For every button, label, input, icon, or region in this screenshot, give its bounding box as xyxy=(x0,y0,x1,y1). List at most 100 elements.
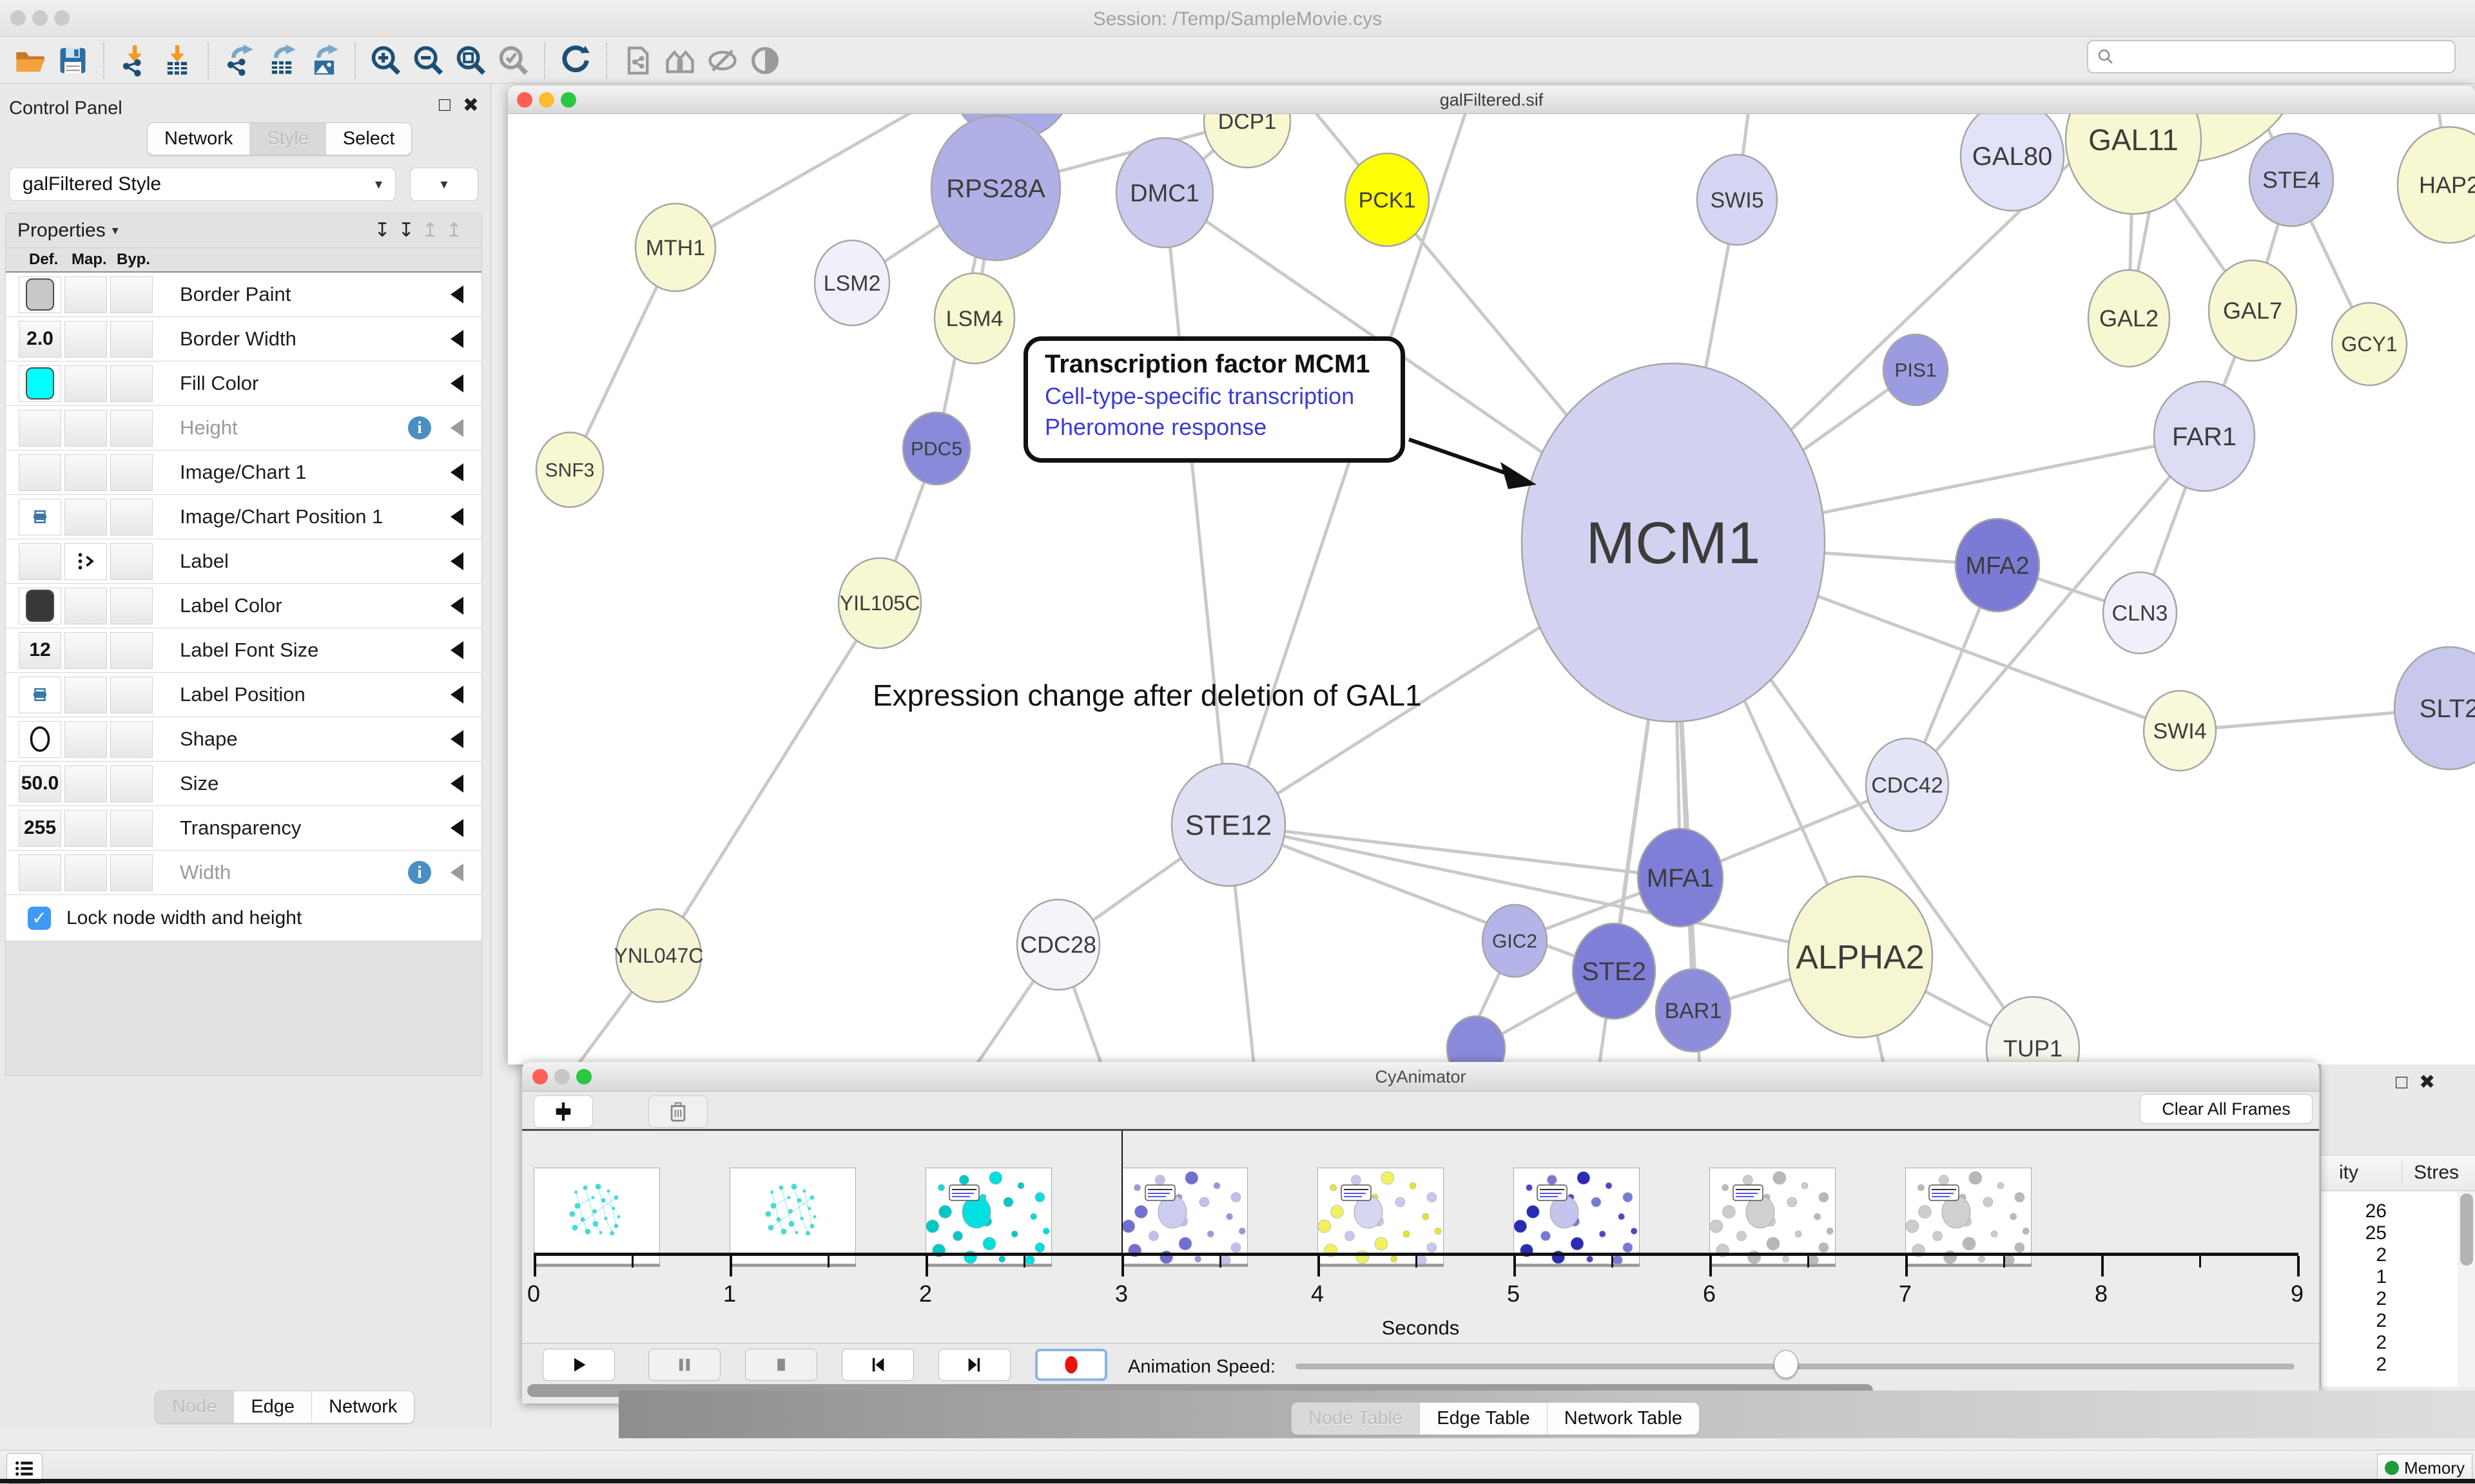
maximize-icon[interactable] xyxy=(561,92,576,108)
property-row-border-paint[interactable]: Border Paint xyxy=(6,273,481,317)
frame-thumbnail-7[interactable] xyxy=(1709,1168,1836,1264)
playhead[interactable] xyxy=(1121,1131,1123,1253)
search-input[interactable] xyxy=(2115,46,2438,67)
network-node-alpha2[interactable]: ALPHA2 xyxy=(1787,875,1934,1039)
frame-thumbnail-8[interactable] xyxy=(1905,1168,2032,1264)
bypass-cell[interactable] xyxy=(110,409,153,447)
memory-button[interactable]: Memory xyxy=(2377,1454,2472,1482)
timeline-ruler[interactable] xyxy=(534,1253,2298,1256)
network-node-ste2[interactable]: STE2 xyxy=(1571,922,1656,1020)
toolbar-hide-button[interactable] xyxy=(701,41,744,81)
scrollbar-thumb[interactable] xyxy=(2460,1193,2473,1266)
tab-network[interactable]: Network xyxy=(148,123,251,155)
tab-edge[interactable]: Edge xyxy=(234,1391,313,1423)
network-node-pdc5[interactable]: PDC5 xyxy=(902,411,971,486)
expand-row-icon[interactable] xyxy=(451,686,463,704)
properties-header[interactable]: Properties ▾ ↧↧↥↥ xyxy=(6,213,481,248)
toolbar-export-table-button[interactable] xyxy=(260,41,303,81)
network-node-gcy1[interactable]: GCY1 xyxy=(2331,302,2408,387)
network-node-mfa1[interactable]: MFA1 xyxy=(1636,827,1724,928)
expand-row-icon[interactable] xyxy=(451,463,463,481)
default-value-cell[interactable] xyxy=(19,365,61,402)
bypass-cell[interactable] xyxy=(110,320,153,358)
network-node-mth1[interactable]: MTH1 xyxy=(634,202,717,293)
minimize-icon[interactable] xyxy=(539,92,554,108)
search-field[interactable] xyxy=(2087,40,2456,73)
frame-thumbnail-3[interactable] xyxy=(926,1168,1052,1264)
tab-edge-table[interactable]: Edge Table xyxy=(1420,1403,1548,1434)
network-node-lsm2[interactable]: LSM2 xyxy=(813,239,891,327)
default-value-cell[interactable] xyxy=(19,854,61,891)
mapping-cell[interactable] xyxy=(64,276,107,313)
bypass-cell[interactable] xyxy=(110,631,153,669)
network-node-cln3[interactable]: CLN3 xyxy=(2102,571,2178,655)
network-node-far1[interactable]: FAR1 xyxy=(2153,380,2256,492)
default-value-cell[interactable] xyxy=(19,587,61,624)
network-node-yil105c[interactable]: YIL105C xyxy=(837,557,922,650)
frame-thumbnail-4[interactable] xyxy=(1121,1168,1248,1264)
network-node-tup1[interactable]: TUP1 xyxy=(1985,996,2081,1065)
network-node-slt2[interactable]: SLT2 xyxy=(2393,646,2475,771)
pause-button[interactable] xyxy=(648,1349,721,1381)
property-row-label-position[interactable]: Label Position xyxy=(6,673,481,717)
toolbar-homes-button[interactable] xyxy=(659,41,701,81)
network-node-cdc28[interactable]: CDC28 xyxy=(1016,898,1101,991)
default-value-cell[interactable] xyxy=(19,720,61,758)
frame-thumbnail-2[interactable] xyxy=(730,1168,856,1264)
timeline[interactable]: 0 1 2 3 4 5 6 7 8 9 Seconds xyxy=(522,1131,2319,1343)
network-node-mcm1[interactable]: MCM1 xyxy=(1520,362,1826,723)
default-value-cell[interactable]: 2.0 xyxy=(19,320,61,358)
toolbar-open-button[interactable] xyxy=(9,41,52,81)
toolbar-show-button[interactable] xyxy=(744,41,786,81)
network-node-pck1[interactable]: PCK1 xyxy=(1344,152,1430,247)
float-panel-icon[interactable]: □ xyxy=(438,94,451,115)
delete-frame-button[interactable] xyxy=(648,1095,708,1128)
bypass-cell[interactable] xyxy=(110,854,153,891)
annotation-box[interactable]: Transcription factor MCM1 Cell-type-spec… xyxy=(1024,336,1405,463)
skip-start-button[interactable] xyxy=(842,1349,914,1381)
network-node-lsm4[interactable]: LSM4 xyxy=(933,272,1016,365)
expand-row-icon[interactable] xyxy=(451,641,463,659)
bypass-cell[interactable] xyxy=(110,676,153,713)
mapping-cell[interactable] xyxy=(64,543,107,580)
column-header[interactable]: Stres xyxy=(2402,1162,2459,1184)
default-value-cell[interactable]: 12 xyxy=(19,631,61,669)
network-node-dmc1[interactable]: DMC1 xyxy=(1115,137,1214,249)
network-node-snf3[interactable]: SNF3 xyxy=(535,431,605,508)
expand-row-icon[interactable] xyxy=(451,285,463,304)
info-icon[interactable]: i xyxy=(408,416,431,439)
default-value-cell[interactable] xyxy=(19,276,61,313)
expand-row-icon[interactable] xyxy=(451,597,463,615)
property-row-fill-color[interactable]: Fill Color xyxy=(6,361,481,406)
window-minimize-icon[interactable] xyxy=(32,10,48,26)
network-node-cdc42[interactable]: CDC42 xyxy=(1865,737,1950,833)
toolbar-zoom-out-button[interactable] xyxy=(407,41,450,81)
skip-end-button[interactable] xyxy=(938,1349,1011,1381)
add-frame-button[interactable] xyxy=(534,1095,593,1128)
float-panel-icon[interactable]: □ xyxy=(2396,1072,2420,1093)
mapping-cell[interactable] xyxy=(64,498,107,535)
property-row-label-color[interactable]: Label Color xyxy=(6,584,481,628)
tab-select[interactable]: Select xyxy=(325,123,412,155)
property-row-label[interactable]: Label xyxy=(6,539,481,584)
toolbar-zoom-selected-button[interactable] xyxy=(492,41,535,81)
lock-size-checkbox[interactable]: ✓ xyxy=(28,906,51,930)
property-row-border-width[interactable]: 2.0 Border Width xyxy=(6,317,481,361)
network-node-gal2[interactable]: GAL2 xyxy=(2087,269,2171,368)
close-icon[interactable] xyxy=(532,1069,548,1084)
expand-row-icon[interactable] xyxy=(451,775,463,793)
property-row-shape[interactable]: Shape xyxy=(6,717,481,762)
column-header[interactable]: ity xyxy=(2339,1162,2358,1183)
slider-handle[interactable] xyxy=(1774,1350,1798,1378)
expand-row-icon[interactable] xyxy=(451,419,463,437)
toolbar-export-image-button[interactable] xyxy=(303,41,345,81)
network-canvas[interactable]: DCP1 RPS28A DMC1 PCK1 MTH1 LSM2 LSM4 SWI5 GAL80 G… xyxy=(508,114,2475,1065)
tab-network-table[interactable]: Network Table xyxy=(1547,1403,1700,1434)
play-button[interactable] xyxy=(543,1349,615,1381)
expand-row-icon[interactable] xyxy=(451,374,463,392)
network-node-dcp1[interactable]: DCP1 xyxy=(1203,114,1292,169)
annotation-link[interactable]: Cell-type-specific transcription xyxy=(1045,383,1355,409)
default-value-cell[interactable] xyxy=(19,676,61,713)
collapse-all-icon[interactable]: ↥↥ xyxy=(422,220,470,241)
expand-row-icon[interactable] xyxy=(451,863,463,882)
